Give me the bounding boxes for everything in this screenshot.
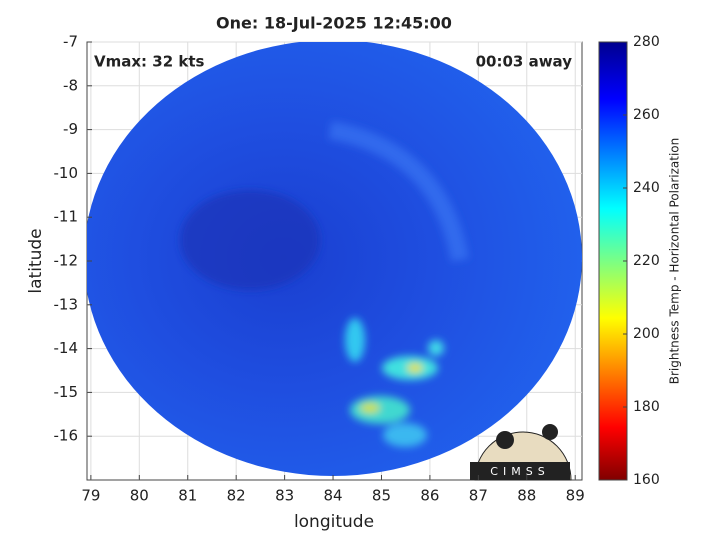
y-tick-label: -7 [63,33,78,51]
image [87,42,582,476]
x-tick-label: 85 [372,487,391,505]
y-tick-label: -11 [54,208,79,226]
colorbar-tick-label: 240 [633,180,660,196]
logo-text: CIMSS [490,465,549,478]
x-tick-label: 86 [420,487,439,505]
y-tick-label: -16 [54,427,79,445]
colorbar-tick-label: 200 [633,326,660,342]
y-tick-label: -13 [54,295,79,313]
y-tick-label: -8 [63,76,78,94]
y-tick-label: -14 [54,339,79,357]
x-tick-label: 79 [81,487,100,505]
x-tick-label: 89 [566,487,585,505]
y-tick-label: -12 [54,252,79,270]
convection [180,121,469,447]
y-tick-label: -10 [54,164,79,182]
colorbar-tick-label: 160 [633,472,660,488]
x-tick-label: 82 [227,487,246,505]
x-tick-label: 84 [324,487,343,505]
x-tick-label: 88 [517,487,536,505]
logo: CIMSS [470,424,572,481]
x-tick-label: 87 [469,487,488,505]
y-axis-label: latitude [26,228,46,293]
y-tick-label: -15 [54,383,79,401]
colorbar-tick-label: 280 [633,34,660,50]
chart-title: One: 18-Jul-2025 12:45:00 [216,14,452,33]
colorbar-tick-label: 220 [633,253,660,269]
colorbar [598,41,628,481]
swath [87,42,582,476]
x-tick-label: 81 [178,487,197,505]
annotation: Vmax: 32 kts [94,53,204,71]
x-tick-label: 80 [130,487,149,505]
colorbar-label: Brightness Temp - Horizontal Polarizatio… [668,138,682,385]
colorbar-tick-label: 260 [633,107,660,123]
annotation: 00:03 away [476,53,573,71]
x-tick-label: 83 [275,487,294,505]
x-axis-label: longitude [294,512,374,532]
y-tick-label: -9 [63,120,78,138]
colorbar-tick-label: 180 [633,399,660,415]
